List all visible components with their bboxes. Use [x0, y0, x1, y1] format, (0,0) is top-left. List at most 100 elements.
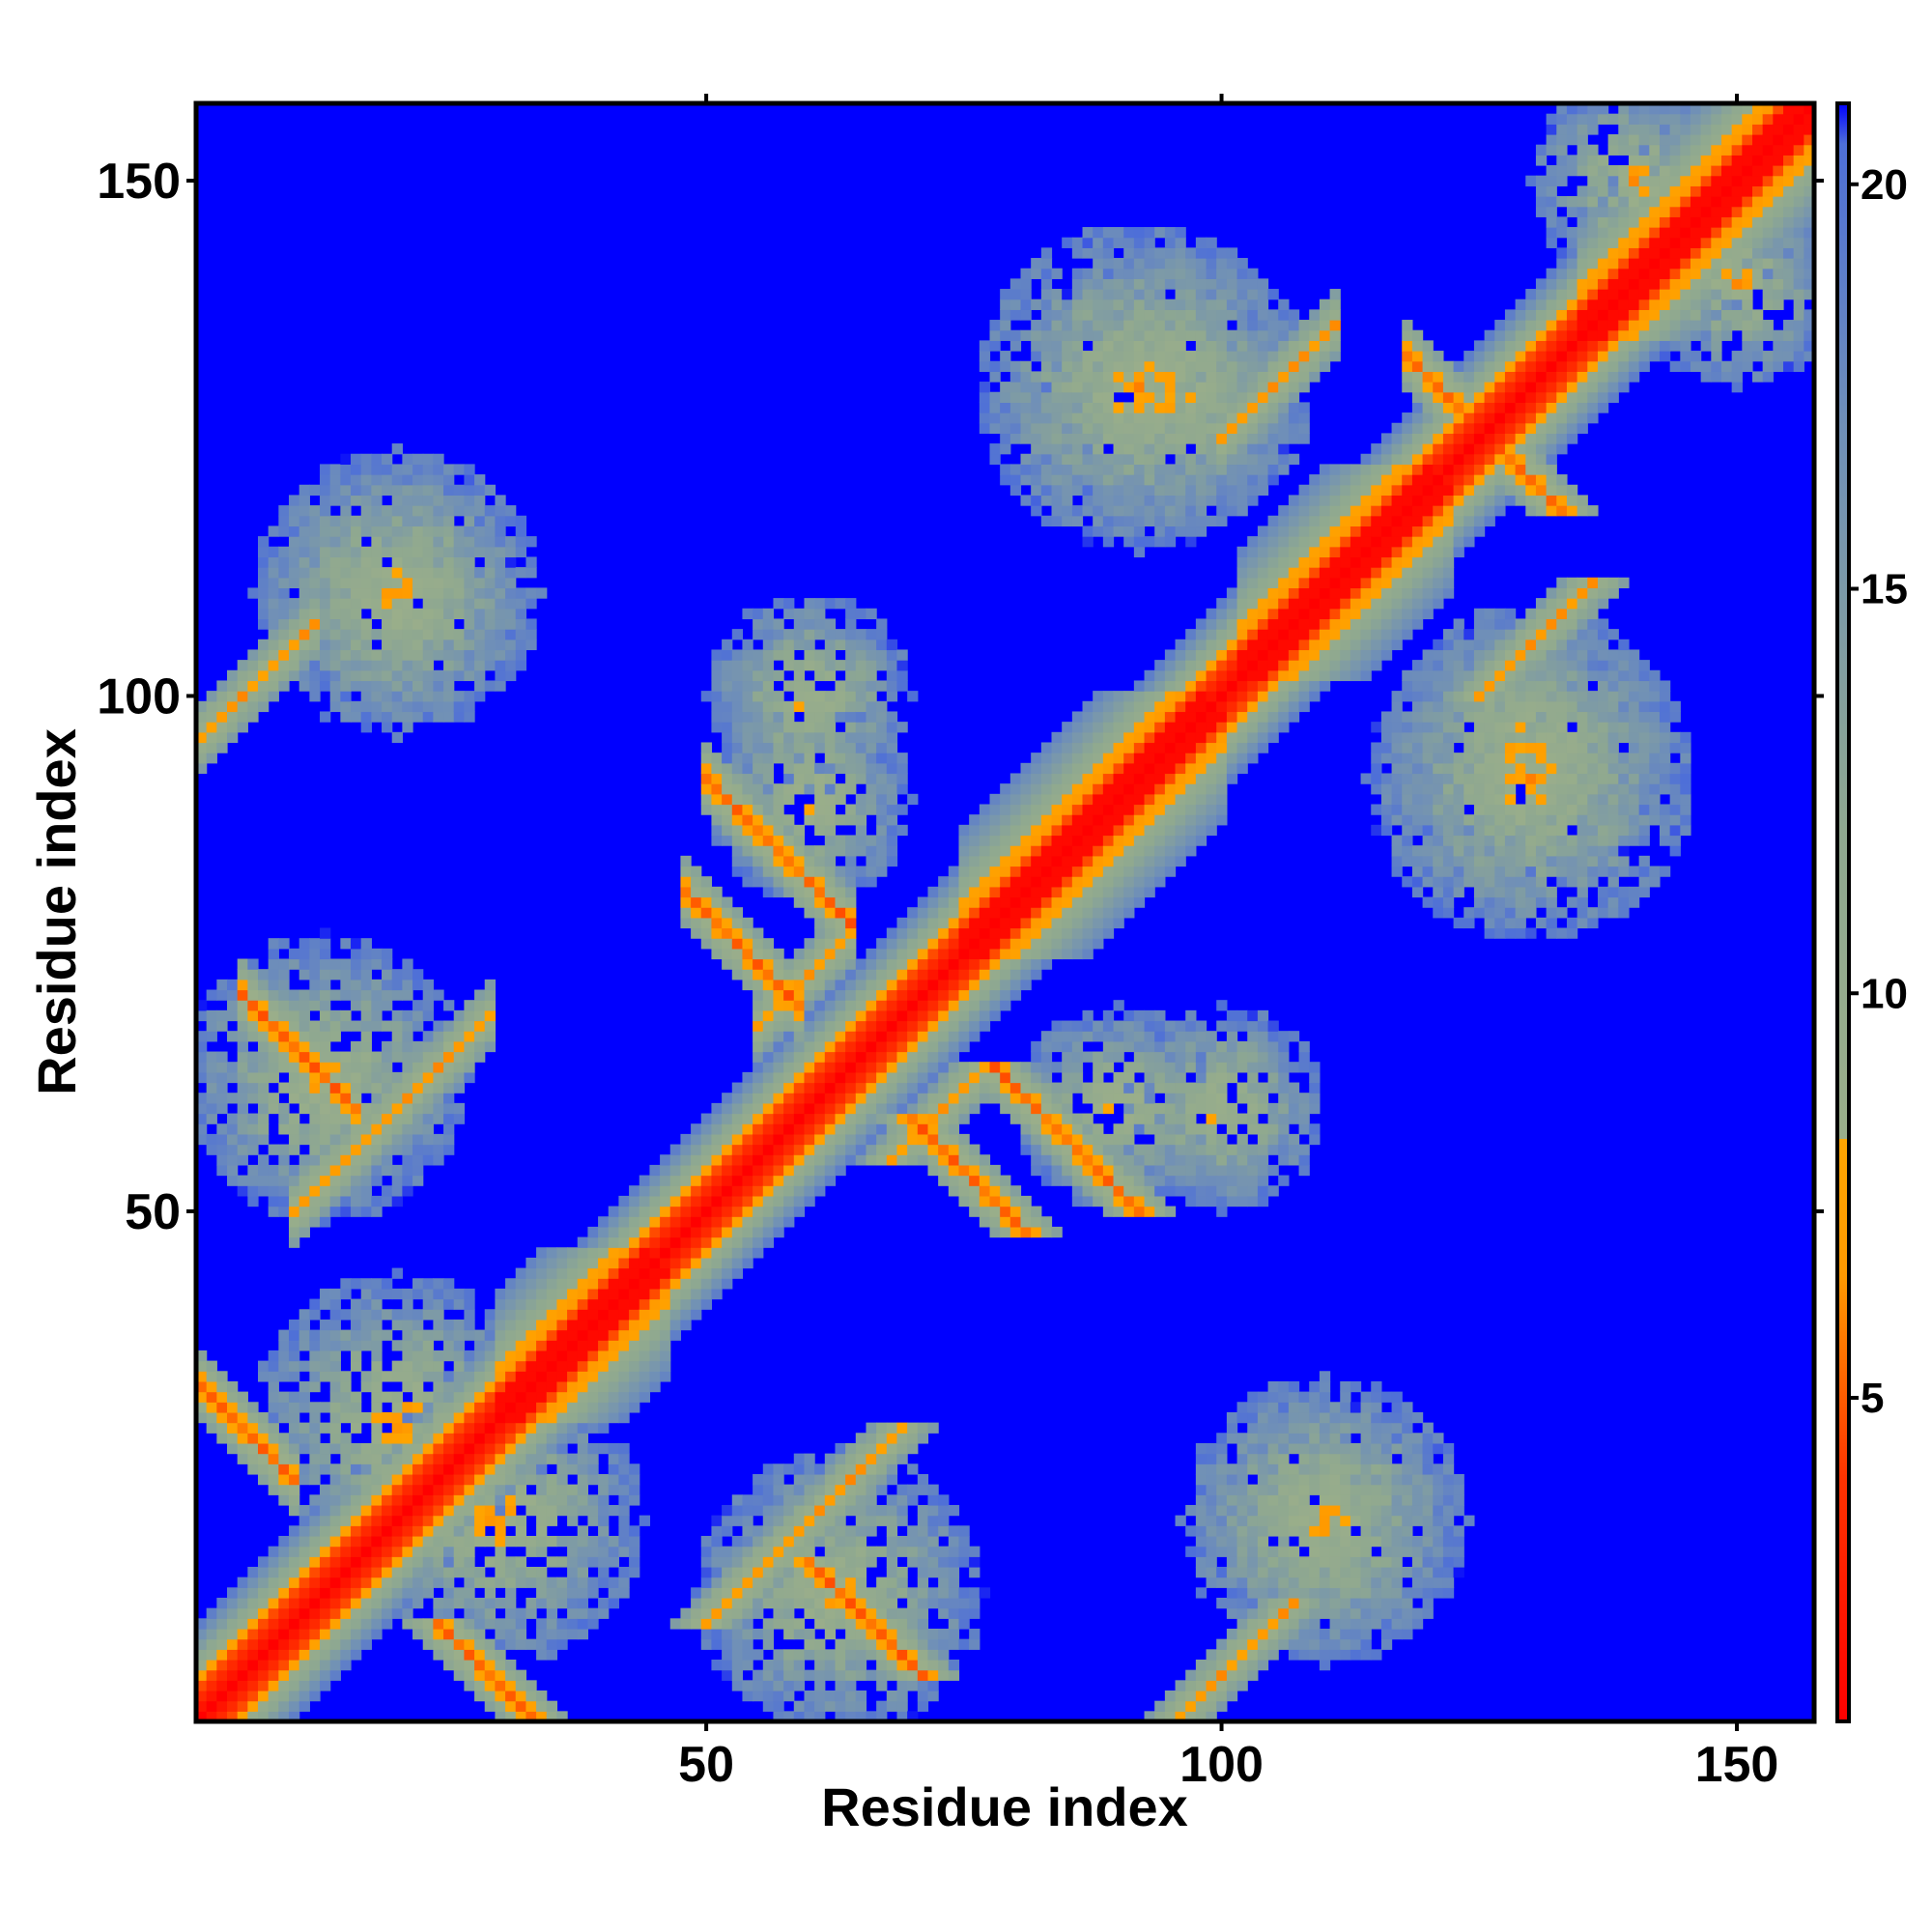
heat-cell [814, 938, 826, 950]
heat-cell [567, 1433, 579, 1444]
heat-cell [618, 1504, 630, 1517]
heat-cell [464, 1040, 475, 1053]
heat-cell [360, 1051, 372, 1063]
heat-cell [845, 1649, 857, 1661]
heat-cell [1071, 340, 1084, 352]
heat-cell [422, 608, 434, 620]
heat-cell [958, 1535, 970, 1548]
heat-cell [731, 773, 744, 784]
heat-cell [278, 1082, 290, 1094]
heat-cell [1020, 1195, 1032, 1208]
heat-cell [793, 845, 806, 857]
heat-cell [526, 1577, 537, 1588]
heat-cell [515, 1298, 526, 1310]
heat-cell [1051, 289, 1063, 300]
heat-cell [391, 1494, 403, 1506]
heat-cell [845, 1453, 857, 1464]
heat-cell [340, 556, 352, 568]
heat-cell [340, 1556, 352, 1568]
heat-cell [536, 1442, 548, 1455]
heat-cell [722, 1257, 733, 1269]
heat-cell [762, 804, 775, 815]
heat-cell [422, 1535, 434, 1548]
heat-cell [1062, 340, 1073, 352]
heat-cell [309, 1463, 321, 1475]
heat-cell [722, 773, 733, 784]
heat-cell [515, 1535, 526, 1548]
heat-cell [412, 1402, 424, 1413]
heat-cell [556, 1267, 568, 1279]
heat-cell [360, 1453, 372, 1464]
heat-cell [824, 845, 837, 857]
heat-cell [298, 608, 310, 620]
heat-cell [515, 1329, 526, 1341]
heat-cell [587, 1402, 599, 1413]
heat-cell [1040, 443, 1053, 455]
heat-cell [227, 1628, 239, 1640]
heat-cell [237, 1453, 248, 1464]
heat-cell [567, 1535, 579, 1548]
heat-cell [907, 1031, 919, 1042]
heat-cell [618, 1402, 630, 1413]
heat-cell [1040, 351, 1053, 362]
heat-cell [278, 1195, 290, 1208]
heat-cell [515, 598, 526, 610]
heat-cell [814, 1102, 826, 1115]
heat-cell [731, 1123, 744, 1135]
heat-cell [938, 1587, 950, 1599]
heat-cell [1082, 1185, 1094, 1197]
heat-cell [783, 793, 795, 806]
heat-cell [412, 1618, 424, 1630]
heat-cell [886, 1009, 898, 1022]
heat-cell [917, 1566, 929, 1578]
heat-cell [382, 979, 393, 991]
heat-cell [814, 762, 826, 775]
heat-cell [680, 1607, 692, 1619]
heat-cell [845, 669, 857, 682]
heat-cell [1040, 1175, 1053, 1186]
heat-cell [268, 1371, 279, 1382]
heat-cell [649, 1206, 661, 1217]
heat-cell [237, 691, 248, 702]
heat-cell [360, 587, 372, 599]
heat-cell [793, 1546, 806, 1557]
heat-cell [938, 989, 950, 1001]
heat-cell [814, 1071, 826, 1084]
heat-cell [773, 1680, 784, 1691]
heat-cell [402, 1071, 413, 1084]
heat-cell [391, 546, 403, 558]
heat-cell [969, 1566, 980, 1578]
heat-cell [474, 1371, 486, 1382]
heat-cell [268, 660, 279, 671]
heat-cell [711, 700, 723, 713]
heat-cell [855, 824, 867, 837]
heat-cell [691, 1247, 702, 1259]
heat-cell [639, 1298, 651, 1310]
heat-cell [989, 979, 1001, 991]
heat-cell [896, 1000, 908, 1011]
heat-cell [453, 1371, 465, 1382]
heat-cell [278, 629, 290, 640]
heat-cell [907, 1680, 919, 1691]
heat-cell [474, 505, 486, 517]
heat-cell [577, 1607, 589, 1619]
heat-cell [1071, 351, 1084, 362]
heat-cell [320, 958, 331, 970]
heat-cell [351, 969, 362, 980]
heat-cell [742, 680, 753, 692]
heat-cell [680, 917, 692, 929]
heat-cell [824, 1102, 837, 1115]
heat-cell [1040, 495, 1053, 506]
heat-cell [391, 1267, 403, 1279]
heat-cell [382, 1102, 393, 1115]
heat-cell [433, 1051, 444, 1063]
heat-cell [443, 577, 455, 589]
heat-cell [443, 587, 455, 599]
heat-cell [700, 1247, 713, 1259]
heat-cell [298, 1442, 310, 1455]
heat-cell [896, 1535, 908, 1548]
heat-cell [824, 773, 837, 784]
heat-cell [989, 958, 1001, 970]
heat-cell [608, 1380, 620, 1393]
heat-cell [1071, 371, 1084, 383]
